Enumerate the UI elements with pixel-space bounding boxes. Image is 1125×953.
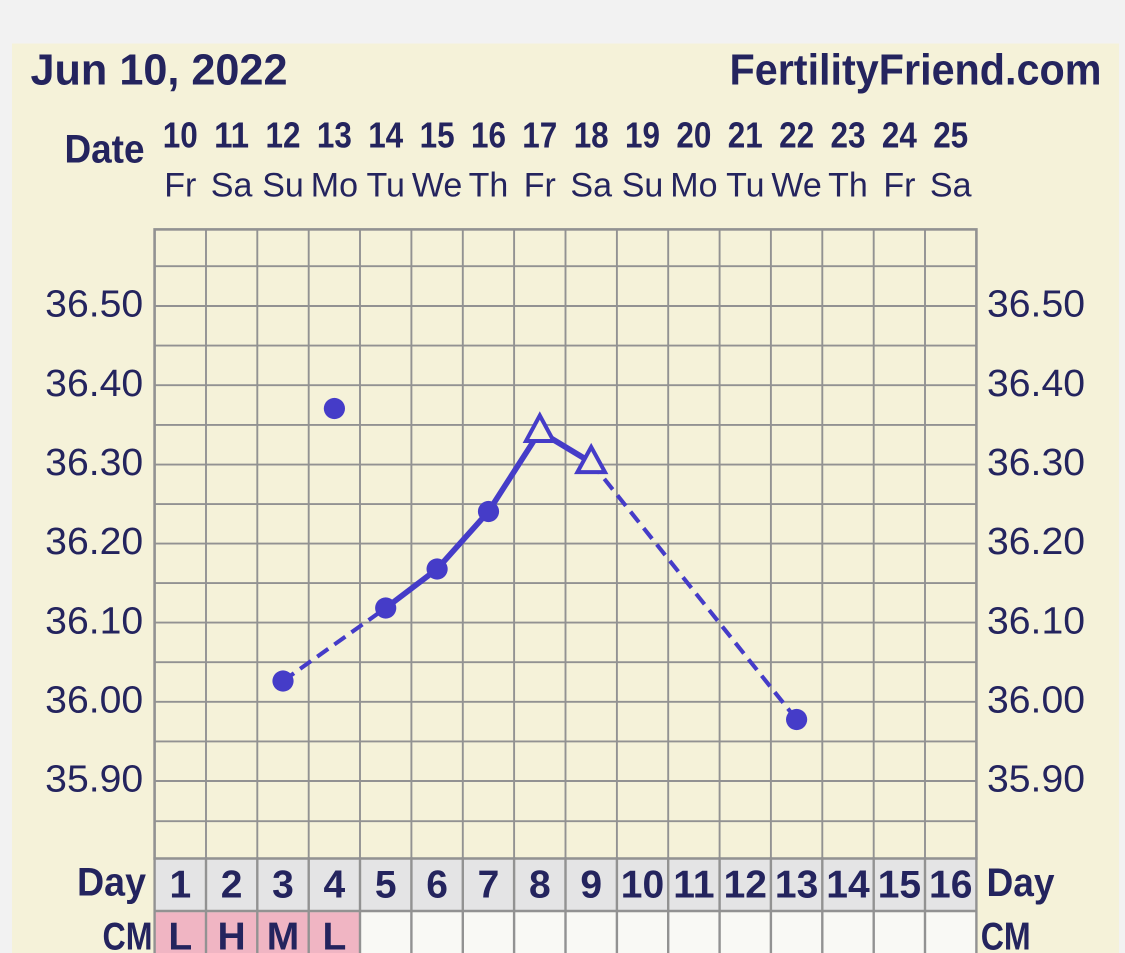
svg-text:L: L — [322, 916, 346, 953]
svg-text:Jun 10, 2022: Jun 10, 2022 — [31, 46, 288, 95]
svg-text:Day: Day — [987, 861, 1056, 905]
svg-text:18: 18 — [574, 115, 609, 156]
svg-text:3: 3 — [272, 864, 294, 907]
svg-text:16: 16 — [929, 864, 972, 907]
svg-text:17: 17 — [522, 115, 557, 156]
svg-text:Mo: Mo — [311, 167, 358, 205]
svg-text:36.30: 36.30 — [987, 442, 1085, 484]
svg-text:Su: Su — [262, 167, 304, 205]
svg-text:6: 6 — [426, 864, 448, 907]
svg-text:21: 21 — [728, 115, 763, 156]
svg-text:36.10: 36.10 — [45, 600, 143, 642]
svg-text:10: 10 — [621, 864, 664, 907]
svg-text:36.00: 36.00 — [987, 680, 1085, 722]
svg-text:CM: CM — [981, 916, 1031, 953]
svg-text:36.40: 36.40 — [987, 363, 1085, 405]
svg-text:12: 12 — [724, 864, 767, 907]
svg-text:36.50: 36.50 — [987, 284, 1085, 326]
svg-text:Sa: Sa — [211, 167, 253, 205]
svg-text:7: 7 — [478, 864, 500, 907]
svg-text:11: 11 — [214, 115, 249, 156]
svg-text:36.20: 36.20 — [987, 521, 1085, 563]
svg-text:Th: Th — [828, 167, 868, 205]
svg-text:36.30: 36.30 — [45, 442, 143, 484]
svg-text:L: L — [168, 916, 192, 953]
svg-text:36.40: 36.40 — [45, 363, 143, 405]
svg-text:15: 15 — [878, 864, 921, 907]
svg-text:Fr: Fr — [883, 167, 915, 205]
svg-text:36.20: 36.20 — [45, 521, 143, 563]
svg-text:Day: Day — [77, 861, 147, 905]
svg-text:Fr: Fr — [524, 167, 556, 205]
svg-text:14: 14 — [368, 115, 403, 156]
svg-text:36.50: 36.50 — [45, 284, 143, 326]
svg-text:H: H — [218, 916, 246, 953]
svg-text:15: 15 — [420, 115, 455, 156]
svg-text:23: 23 — [831, 115, 866, 156]
svg-text:Sa: Sa — [930, 167, 972, 205]
svg-text:13: 13 — [317, 115, 352, 156]
svg-text:14: 14 — [826, 864, 870, 907]
svg-text:36.00: 36.00 — [45, 680, 143, 722]
svg-text:19: 19 — [625, 115, 660, 156]
svg-text:24: 24 — [882, 115, 917, 156]
svg-text:16: 16 — [471, 115, 506, 156]
svg-text:22: 22 — [779, 115, 814, 156]
svg-text:35.90: 35.90 — [45, 759, 143, 801]
svg-text:5: 5 — [375, 864, 397, 907]
svg-text:We: We — [771, 167, 821, 205]
svg-text:4: 4 — [324, 864, 346, 907]
svg-text:M: M — [267, 916, 300, 953]
svg-text:25: 25 — [933, 115, 968, 156]
svg-text:35.90: 35.90 — [987, 759, 1085, 801]
svg-text:Tu: Tu — [726, 167, 764, 205]
svg-text:11: 11 — [673, 864, 714, 907]
svg-text:Sa: Sa — [570, 167, 612, 205]
svg-text:CM: CM — [103, 916, 153, 953]
svg-text:8: 8 — [529, 864, 551, 907]
svg-text:Date: Date — [65, 128, 145, 172]
svg-text:13: 13 — [775, 864, 818, 907]
svg-text:Tu: Tu — [366, 167, 404, 205]
svg-text:2: 2 — [221, 864, 243, 907]
svg-text:Th: Th — [469, 167, 509, 205]
svg-text:We: We — [412, 167, 462, 205]
svg-text:12: 12 — [266, 115, 301, 156]
svg-text:Mo: Mo — [670, 167, 717, 205]
svg-text:Fr: Fr — [164, 167, 196, 205]
svg-text:10: 10 — [163, 115, 198, 156]
svg-text:1: 1 — [169, 864, 191, 907]
svg-text:20: 20 — [676, 115, 711, 156]
svg-text:36.10: 36.10 — [987, 600, 1085, 642]
svg-text:9: 9 — [580, 864, 602, 907]
svg-text:FertilityFriend.com: FertilityFriend.com — [730, 46, 1102, 95]
svg-text:Su: Su — [622, 167, 664, 205]
